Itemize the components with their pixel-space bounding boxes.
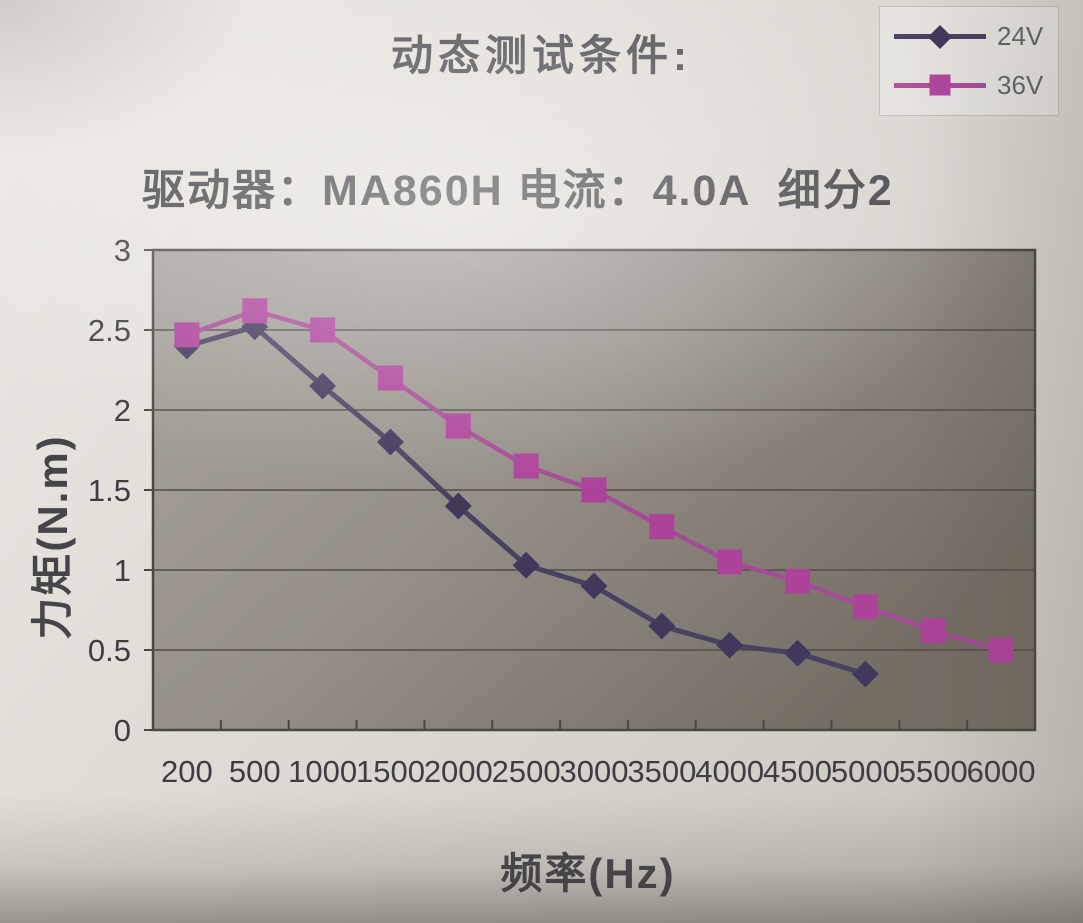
- legend-label-36v: 36V: [997, 69, 1044, 100]
- marker-36V-4500: [785, 568, 811, 594]
- y-tick-label-0.5: 0.5: [88, 633, 131, 668]
- marker-36V-2000: [445, 413, 471, 439]
- x-tick-label-4000: 4000: [695, 754, 764, 789]
- marker-24V-4500: [784, 639, 811, 667]
- x-tick-label-5500: 5500: [899, 754, 968, 789]
- marker-24V-4000: [716, 631, 744, 659]
- marker-24V-5000: [851, 660, 879, 688]
- diamond-marker-icon: [927, 24, 953, 49]
- legend-item-24v: 24V: [880, 18, 1058, 56]
- x-tick-label-3000: 3000: [560, 754, 629, 789]
- chart-legend: 24V 36V: [879, 6, 1059, 116]
- legend-label-24v: 24V: [997, 21, 1044, 52]
- x-tick-label-5000: 5000: [831, 754, 900, 789]
- x-tick-label-200: 200: [161, 754, 213, 789]
- marker-36V-5000: [852, 594, 878, 620]
- test-conditions-text: 驱动器：MA860H 电流：4.0A 细分2: [142, 167, 894, 215]
- x-tick-label-3500: 3500: [627, 754, 696, 789]
- marker-24V-2500: [512, 551, 540, 579]
- marker-36V-3500: [649, 514, 675, 540]
- marker-36V-200: [174, 322, 200, 348]
- marker-36V-3000: [581, 477, 607, 503]
- marker-36V-1500: [377, 365, 403, 391]
- marker-36V-2500: [513, 453, 539, 479]
- x-tick-label-4500: 4500: [763, 754, 832, 789]
- x-tick-label-2500: 2500: [492, 754, 561, 789]
- y-tick-label-2: 2: [114, 393, 131, 428]
- page-title: 动态测试条件:: [391, 32, 692, 79]
- x-tick-label-500: 500: [229, 754, 281, 789]
- y-tick-label-1: 1: [114, 553, 131, 588]
- y-axis-title: 力矩(N.m): [29, 434, 76, 640]
- legend-item-36v: 36V: [880, 66, 1058, 104]
- y-tick-label-2.5: 2.5: [88, 313, 131, 348]
- x-tick-label-1000: 1000: [288, 754, 357, 789]
- marker-36V-500: [242, 298, 268, 324]
- x-tick-label-6000: 6000: [967, 754, 1036, 789]
- y-tick-label-1.5: 1.5: [88, 473, 131, 508]
- marker-36V-4000: [717, 549, 743, 575]
- marker-36V-6000: [988, 637, 1014, 663]
- x-tick-label-1500: 1500: [356, 754, 425, 789]
- x-axis-title: 频率(Hz): [500, 850, 676, 897]
- y-tick-label-0: 0: [114, 713, 131, 748]
- legend-line-24v: [894, 24, 986, 49]
- y-tick-label-3: 3: [114, 233, 131, 268]
- legend-line-36v: [894, 74, 986, 96]
- square-marker-icon: [929, 74, 951, 96]
- marker-24V-3000: [580, 572, 608, 600]
- marker-24V-3500: [648, 612, 676, 640]
- marker-36V-5500: [920, 618, 946, 644]
- x-tick-label-2000: 2000: [424, 754, 493, 789]
- marker-36V-1000: [310, 317, 336, 343]
